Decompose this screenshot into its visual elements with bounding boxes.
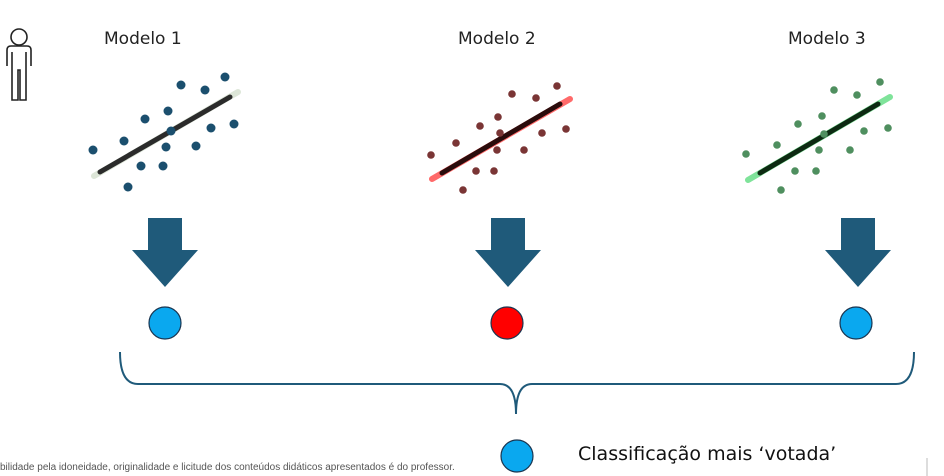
model-3-point — [794, 120, 802, 128]
model-2-point — [496, 129, 504, 137]
model-3-point — [853, 91, 861, 99]
model-1-point — [163, 106, 173, 116]
model-2-vote-circle — [490, 306, 524, 340]
model-2-down-arrow-icon — [475, 218, 541, 287]
model-3-fit-line — [757, 101, 881, 176]
model-1-point — [119, 136, 129, 146]
model-1-point — [191, 141, 201, 151]
model-2-point — [476, 122, 484, 130]
model-2-point — [562, 125, 570, 133]
model-1-vote-circle — [148, 306, 182, 340]
model-3-point — [742, 150, 750, 158]
model-2-point — [427, 151, 435, 159]
model-1-point — [161, 142, 171, 152]
model-3-scatter — [742, 78, 893, 194]
model-3-point — [830, 86, 838, 94]
model-1-point — [158, 161, 168, 171]
model-1-point — [206, 123, 216, 133]
model-3-point — [846, 146, 854, 154]
model-3-vote-circle — [839, 306, 873, 340]
model-2-point — [493, 146, 501, 154]
footer-disclaimer: bilidade pela idoneidade, originalidade … — [0, 462, 455, 473]
model-3-point — [818, 112, 826, 120]
model-1-point — [176, 80, 186, 90]
model-1-point — [220, 72, 230, 82]
model-2-point — [532, 94, 540, 102]
model-1-point — [200, 85, 210, 95]
model-3-point — [815, 146, 823, 154]
person-outline-icon — [6, 28, 32, 101]
model-3-title: Modelo 3 — [788, 29, 866, 49]
model-2-point — [520, 146, 528, 154]
model-2-title: Modelo 2 — [458, 29, 536, 49]
model-2-scatter — [427, 82, 573, 194]
model-2-point — [538, 129, 546, 137]
model-3-point — [773, 141, 781, 149]
model-1-point — [136, 161, 146, 171]
model-2-point — [490, 167, 498, 175]
model-1-point — [140, 114, 150, 124]
model-1-point — [88, 145, 98, 155]
model-1-point — [166, 126, 176, 136]
final-vote-circle — [500, 439, 534, 473]
model-3-point — [812, 167, 820, 175]
model-3-down-arrow-icon — [825, 218, 891, 287]
model-1-point — [123, 182, 133, 192]
model-2-point — [472, 167, 480, 175]
model-3-point — [860, 127, 868, 135]
model-3-point — [791, 167, 799, 175]
model-1-scatter — [88, 72, 241, 192]
model-2-point — [459, 186, 467, 194]
model-2-point — [553, 82, 561, 90]
model-2-point — [452, 139, 460, 147]
model-3-point — [777, 186, 785, 194]
model-2-point — [508, 90, 516, 98]
model-1-title: Modelo 1 — [104, 29, 182, 49]
model-1-point — [229, 119, 239, 129]
model-3-point — [820, 130, 828, 138]
model-3-point — [876, 78, 884, 86]
result-label: Classificação mais ‘votada’ — [578, 443, 837, 465]
model-1-fit-line — [97, 94, 233, 175]
model-1-down-arrow-icon — [132, 218, 198, 287]
model-2-point — [494, 113, 502, 121]
aggregation-brace — [119, 351, 915, 415]
model-2-fit-line — [439, 101, 563, 176]
model-3-point — [884, 124, 892, 132]
